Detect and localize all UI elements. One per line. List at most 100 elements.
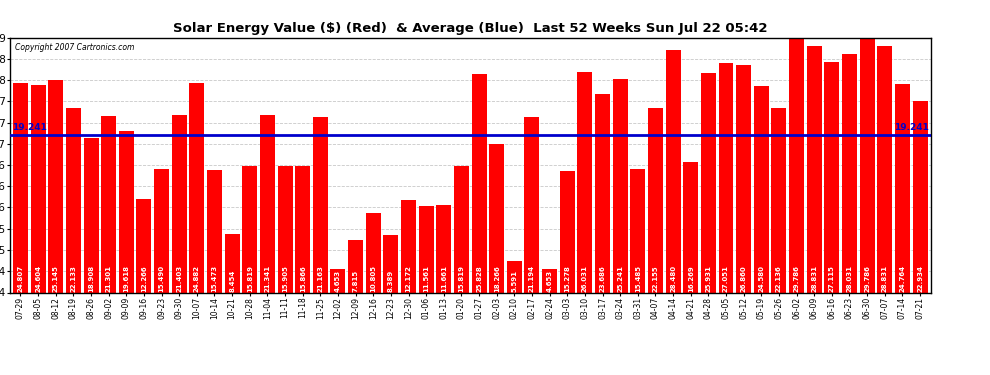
- Bar: [119, 131, 134, 292]
- Bar: [895, 84, 910, 292]
- Bar: [225, 234, 240, 292]
- Bar: [825, 62, 840, 292]
- Bar: [137, 199, 151, 292]
- Bar: [383, 235, 398, 292]
- Text: 4.653: 4.653: [335, 270, 341, 292]
- Text: 21.301: 21.301: [106, 265, 112, 292]
- Bar: [154, 170, 169, 292]
- Bar: [419, 206, 434, 292]
- Text: 7.815: 7.815: [352, 270, 358, 292]
- Text: 15.490: 15.490: [158, 264, 164, 292]
- Text: 27.115: 27.115: [829, 265, 835, 292]
- Text: 15.819: 15.819: [247, 265, 252, 292]
- Text: 24.807: 24.807: [18, 264, 24, 292]
- Bar: [913, 101, 928, 292]
- Text: 18.266: 18.266: [494, 265, 500, 292]
- Bar: [647, 108, 663, 292]
- Bar: [454, 166, 469, 292]
- Text: 25.931: 25.931: [705, 265, 712, 292]
- Bar: [437, 205, 451, 292]
- Bar: [737, 64, 751, 292]
- Bar: [719, 63, 734, 292]
- Text: 15.473: 15.473: [212, 264, 218, 292]
- Bar: [595, 94, 610, 292]
- Text: 22.155: 22.155: [652, 265, 658, 292]
- Bar: [631, 170, 645, 292]
- Text: 11.661: 11.661: [441, 265, 446, 292]
- Text: 21.163: 21.163: [318, 265, 324, 292]
- Text: 24.604: 24.604: [35, 264, 42, 292]
- Text: 22.136: 22.136: [776, 265, 782, 292]
- Text: 22.934: 22.934: [917, 265, 923, 292]
- Text: 12.266: 12.266: [141, 265, 147, 292]
- Text: 19.241: 19.241: [12, 123, 47, 132]
- Bar: [49, 80, 63, 292]
- Text: 28.831: 28.831: [811, 265, 817, 292]
- Text: 29.786: 29.786: [794, 265, 800, 292]
- Bar: [771, 108, 786, 292]
- Text: 16.269: 16.269: [688, 265, 694, 292]
- Bar: [543, 269, 557, 292]
- Bar: [101, 116, 116, 292]
- Bar: [207, 170, 222, 292]
- Bar: [260, 116, 275, 292]
- Bar: [701, 73, 716, 292]
- Bar: [877, 46, 892, 292]
- Bar: [295, 166, 310, 292]
- Text: 4.653: 4.653: [546, 270, 552, 292]
- Text: 5.591: 5.591: [512, 270, 518, 292]
- Text: 8.454: 8.454: [229, 269, 236, 292]
- Text: 18.908: 18.908: [88, 264, 94, 292]
- Text: 28.031: 28.031: [846, 265, 852, 292]
- Text: 25.241: 25.241: [617, 265, 623, 292]
- Text: 19.618: 19.618: [124, 265, 130, 292]
- Bar: [83, 138, 99, 292]
- Bar: [13, 84, 28, 292]
- Title: Solar Energy Value ($) (Red)  & Average (Blue)  Last 52 Weeks Sun Jul 22 05:42: Solar Energy Value ($) (Red) & Average (…: [173, 22, 767, 35]
- Text: 29.786: 29.786: [864, 265, 870, 292]
- Text: 22.133: 22.133: [70, 265, 76, 292]
- Bar: [807, 46, 822, 292]
- Text: 21.194: 21.194: [529, 264, 535, 292]
- Text: 25.828: 25.828: [476, 265, 482, 292]
- Bar: [559, 171, 575, 292]
- Text: 24.764: 24.764: [899, 264, 906, 292]
- Text: 23.686: 23.686: [600, 265, 606, 292]
- Text: 27.051: 27.051: [723, 265, 729, 292]
- Bar: [365, 213, 381, 292]
- Bar: [683, 162, 698, 292]
- Bar: [753, 86, 769, 292]
- Text: 8.389: 8.389: [388, 269, 394, 292]
- Bar: [277, 165, 293, 292]
- Bar: [842, 54, 857, 292]
- Bar: [789, 38, 804, 292]
- Bar: [243, 166, 257, 292]
- Bar: [525, 117, 540, 292]
- Bar: [613, 80, 628, 292]
- Text: 15.905: 15.905: [282, 265, 288, 292]
- Bar: [331, 269, 346, 292]
- Bar: [313, 117, 328, 292]
- Text: 28.831: 28.831: [882, 265, 888, 292]
- Bar: [348, 240, 363, 292]
- Text: 15.866: 15.866: [300, 265, 306, 292]
- Bar: [859, 38, 874, 292]
- Text: 21.403: 21.403: [176, 264, 182, 292]
- Bar: [171, 115, 187, 292]
- Text: 28.480: 28.480: [670, 264, 676, 292]
- Text: 26.860: 26.860: [741, 265, 746, 292]
- Text: 21.341: 21.341: [264, 264, 270, 292]
- Bar: [471, 74, 486, 292]
- Text: Copyright 2007 Cartronics.com: Copyright 2007 Cartronics.com: [15, 43, 134, 52]
- Text: 26.031: 26.031: [582, 265, 588, 292]
- Text: 15.485: 15.485: [635, 265, 641, 292]
- Bar: [489, 144, 504, 292]
- Text: 11.561: 11.561: [423, 265, 429, 292]
- Text: 15.819: 15.819: [458, 265, 464, 292]
- Text: 12.172: 12.172: [406, 265, 412, 292]
- Text: 25.145: 25.145: [52, 265, 58, 292]
- Bar: [31, 86, 46, 292]
- Text: 15.278: 15.278: [564, 265, 570, 292]
- Bar: [189, 83, 204, 292]
- Text: 24.580: 24.580: [758, 265, 764, 292]
